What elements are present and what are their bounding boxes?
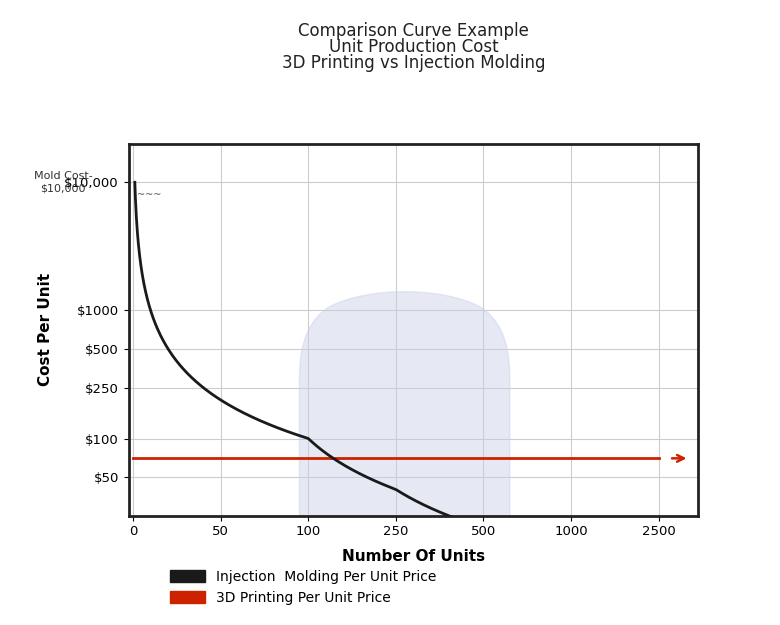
Ellipse shape — [300, 292, 510, 625]
Text: Comparison Curve Example: Comparison Curve Example — [298, 22, 529, 40]
Y-axis label: Cost Per Unit: Cost Per Unit — [38, 273, 53, 386]
Text: Unit Production Cost: Unit Production Cost — [328, 38, 498, 56]
Text: ~~~: ~~~ — [136, 190, 161, 200]
Legend: Injection  Molding Per Unit Price, 3D Printing Per Unit Price: Injection Molding Per Unit Price, 3D Pri… — [163, 563, 443, 612]
Text: Mold Cost-
$10,000: Mold Cost- $10,000 — [34, 171, 93, 194]
X-axis label: Number Of Units: Number Of Units — [342, 549, 485, 564]
Text: 3D Printing vs Injection Molding: 3D Printing vs Injection Molding — [282, 54, 545, 72]
